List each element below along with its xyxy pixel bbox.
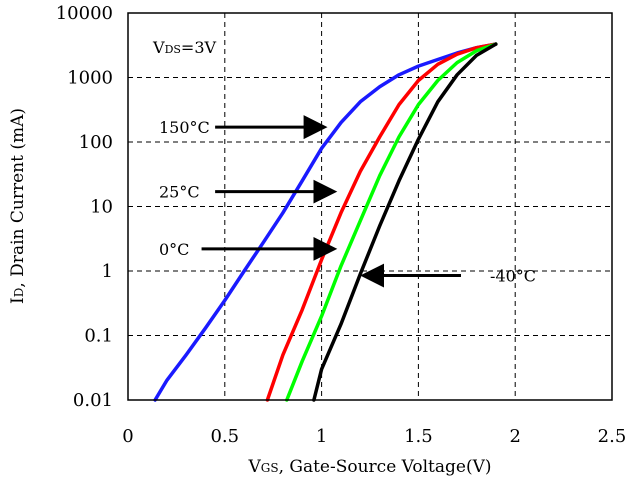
- y-axis-title: ID, Drain Current (mA): [8, 108, 28, 304]
- x-axis-title: VGS, Gate-Source Voltage(V): [247, 457, 491, 477]
- x-tick-label: 0.5: [210, 426, 239, 447]
- series-line: [265, 42, 498, 402]
- series-line: [153, 42, 498, 402]
- condition-label-main: V: [152, 38, 165, 57]
- y-tick-label: 10000: [56, 3, 113, 24]
- x-tick-label: 2: [509, 426, 520, 447]
- grid: [128, 13, 612, 400]
- series-layer: [153, 42, 498, 402]
- condition-label: VDS=3V: [152, 38, 217, 57]
- annotation-label: 0°C: [159, 240, 189, 259]
- y-tick-label: 1: [102, 261, 113, 282]
- y-axis-title-sub: D: [12, 288, 26, 298]
- plot-frame: [127, 12, 613, 401]
- plot-background: [128, 13, 612, 400]
- y-tick-labels: 0.01 0.1 1 10 100 1000 10000: [56, 3, 113, 411]
- x-axis-title-main: V: [247, 457, 261, 477]
- y-axis-title-rest: , Drain Current (mA): [8, 108, 28, 288]
- y-tick-label: 0.01: [73, 390, 113, 411]
- x-axis-title-rest: , Gate-Source Voltage(V): [279, 457, 492, 477]
- annotation-label: -40°C: [490, 267, 536, 286]
- y-tick-label: 1000: [67, 68, 113, 89]
- annotation-layer: 150°C 25°C 0°C -40°C: [159, 115, 536, 288]
- y-tick-label: 100: [79, 132, 113, 153]
- condition-label-sub: DS: [165, 43, 181, 56]
- y-tick-label: 0.1: [84, 326, 113, 347]
- x-tick-label: 0: [122, 426, 133, 447]
- series-line: [312, 42, 498, 402]
- x-tick-label: 1.5: [404, 426, 433, 447]
- x-tick-labels: 0 0.5 1 1.5 2 2.5: [122, 426, 626, 447]
- annotation-label: 25°C: [159, 183, 200, 202]
- condition-label-rest: =3V: [181, 38, 217, 57]
- x-tick-label: 1: [316, 426, 327, 447]
- y-axis-title-main: I: [8, 297, 28, 304]
- annotation-label: 150°C: [159, 118, 210, 137]
- series-line: [285, 42, 498, 402]
- x-axis-title-sub: GS: [261, 461, 279, 475]
- x-tick-label: 2.5: [598, 426, 627, 447]
- y-tick-label: 10: [90, 197, 113, 218]
